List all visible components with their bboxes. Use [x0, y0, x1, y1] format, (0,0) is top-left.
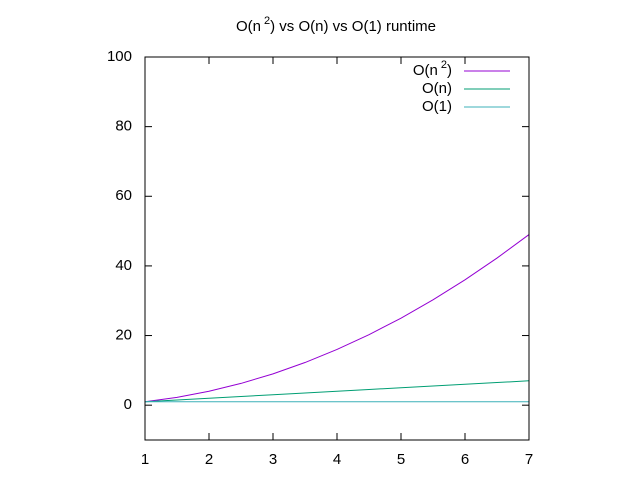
y-tick-label: 20 — [115, 327, 132, 344]
x-tick-label: 6 — [461, 451, 469, 468]
legend-label: O(n) — [422, 80, 452, 97]
x-tick-label: 4 — [333, 451, 341, 468]
chart-title-part: 2 — [264, 15, 270, 27]
legend-label: O(n 2) — [413, 59, 452, 79]
legend-label-part: ) — [447, 62, 452, 79]
y-tick-label: 80 — [115, 118, 132, 135]
legend-label: O(1) — [422, 98, 452, 115]
plot-border — [144, 56, 530, 441]
series-line — [144, 380, 530, 403]
chart-title: O(n 2) vs O(n) vs O(1) runtime — [236, 15, 436, 35]
x-tick-label: 2 — [205, 451, 213, 468]
x-tick-label: 5 — [397, 451, 405, 468]
y-tick-label: 0 — [124, 396, 132, 413]
x-tick-label: 1 — [141, 451, 149, 468]
legend-label-part: 2 — [441, 59, 447, 71]
y-tick-label: 100 — [107, 48, 132, 65]
chart-title-part: ) vs O(n) vs O(1) runtime — [270, 18, 436, 35]
y-tick-label: 60 — [115, 187, 132, 204]
legend-label-part: O(n — [413, 62, 438, 79]
series-line — [144, 234, 530, 403]
y-tick-label: 40 — [115, 257, 132, 274]
x-tick-label: 7 — [525, 451, 533, 468]
x-tick-label: 3 — [269, 451, 277, 468]
chart-title-part: O(n — [236, 18, 261, 35]
